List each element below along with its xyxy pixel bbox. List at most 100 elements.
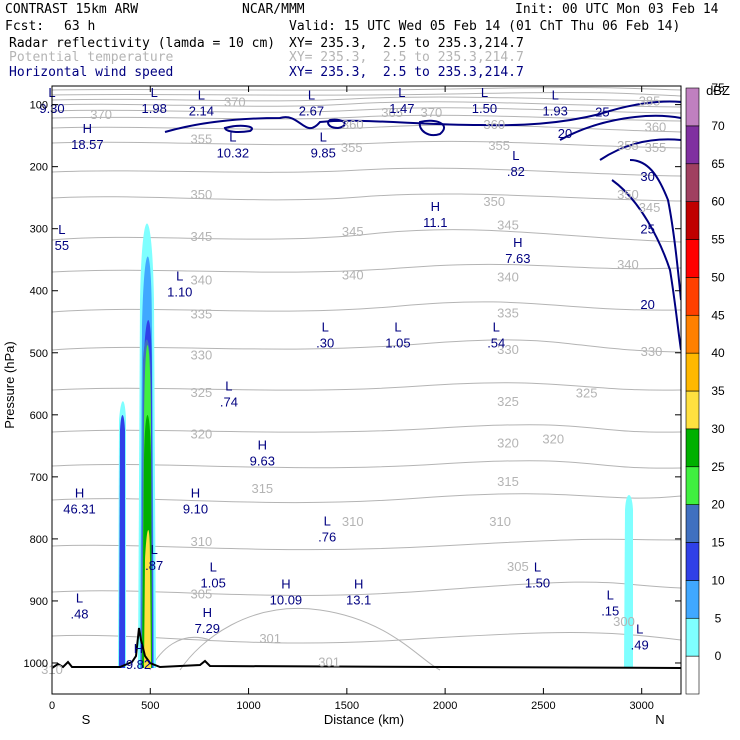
colorbar-level-label: 45 xyxy=(711,308,725,322)
extremum-type: H xyxy=(281,576,290,591)
colorbar-swatch xyxy=(685,428,700,468)
theta-contour-label: 355 xyxy=(488,138,510,153)
extremum-type: H xyxy=(431,199,440,214)
extremum-type: H xyxy=(203,605,212,620)
extremum-marker: L.30 xyxy=(316,319,334,350)
extremum-type: L xyxy=(398,85,405,100)
theta-contour-label: 305 xyxy=(191,586,213,601)
x-tick-label: 1000 xyxy=(236,700,260,712)
extremum-marker: L.76 xyxy=(318,514,336,545)
colorbar-swatch xyxy=(685,580,700,619)
colorbar-level-label: 25 xyxy=(711,460,725,474)
colorbar-swatch xyxy=(685,390,700,430)
x-tick-label: 500 xyxy=(141,700,159,712)
colorbar-level-label: 35 xyxy=(711,384,725,398)
extremum-value: 9.85 xyxy=(311,146,336,161)
extremum-marker: L1.50 xyxy=(472,85,497,116)
extremum-value: 1.50 xyxy=(472,101,497,116)
wind-contour-label: 20 xyxy=(640,297,654,312)
extremum-marker: L1.98 xyxy=(142,85,167,116)
y-tick-label: 400 xyxy=(30,286,48,298)
colorbar-swatch xyxy=(685,277,700,316)
extremum-value: 10.32 xyxy=(217,146,250,161)
field-reflectivity-xy: XY= 235.3, 2.5 to 235.3,214.7 xyxy=(289,36,524,51)
extremum-value: 1.05 xyxy=(201,576,226,591)
extremum-value: .82 xyxy=(507,164,525,179)
extremum-type: L xyxy=(324,514,331,529)
extremum-type: H xyxy=(513,235,522,250)
extremum-marker: H13.1 xyxy=(346,576,371,607)
extremum-marker: L2.14 xyxy=(189,87,214,118)
theta-contour-label: 385 xyxy=(639,93,661,108)
colorbar-swatch xyxy=(685,87,700,127)
field-reflectivity-name: Radar reflectivity (lamda = 10 cm) xyxy=(9,36,276,51)
theta-contour-label: 340 xyxy=(342,268,364,283)
extremum-value: 55 xyxy=(55,238,69,253)
theta-contour-label: 355 xyxy=(341,140,363,155)
extremum-value: .49 xyxy=(631,638,649,653)
colorbar-swatch xyxy=(685,314,700,354)
colorbar-swatch xyxy=(685,201,700,240)
colorbar-swatch xyxy=(685,163,700,202)
extremum-marker: L.49 xyxy=(631,622,649,653)
theta-contour-label: 301 xyxy=(318,655,340,670)
theta-contour-label: 310 xyxy=(489,514,511,529)
theta-contour-label: 320 xyxy=(497,436,519,451)
colorbar-level-label: 50 xyxy=(711,270,725,284)
wind-contour-label: 30 xyxy=(640,169,654,184)
extremum-type: L xyxy=(151,85,158,100)
extremum-type: L xyxy=(481,85,488,100)
extremum-type: H xyxy=(134,641,143,656)
theta-contour-label: 305 xyxy=(507,559,529,574)
theta-contour-label: 365 xyxy=(381,105,403,120)
colorbar-swatch xyxy=(685,352,700,392)
extremum-marker: H9.82 xyxy=(126,641,151,672)
theta-contour-label: 350 xyxy=(617,187,639,202)
x-tick-label: 0 xyxy=(49,700,55,712)
extremum-type: H xyxy=(75,486,84,501)
theta-contour-label: 345 xyxy=(497,217,519,232)
extremum-marker: L.54 xyxy=(487,319,505,350)
theta-contour-label: 360 xyxy=(483,117,505,132)
extremum-marker: H9.10 xyxy=(183,486,208,517)
colorbar-level-label: 30 xyxy=(711,422,725,436)
theta-contour-label: 335 xyxy=(497,305,519,320)
theta-contour-label: 345 xyxy=(342,224,364,239)
init-time: Init: 00 UTC Mon 03 Feb 14 xyxy=(515,2,719,17)
extremum-marker: L55 xyxy=(55,222,69,253)
extremum-marker: L1.50 xyxy=(525,560,550,591)
extremum-marker: L.15 xyxy=(601,587,619,618)
extremum-value: .48 xyxy=(70,607,88,622)
extremum-value: .15 xyxy=(601,603,619,618)
extremum-value: .54 xyxy=(487,335,505,350)
extremum-type: L xyxy=(636,622,643,637)
x-tick-label: 2000 xyxy=(433,700,457,712)
theta-contour-label: 320 xyxy=(191,426,213,441)
extremum-marker: L1.93 xyxy=(543,87,568,118)
extremum-value: 2.67 xyxy=(299,103,324,118)
wind-contour-label: 20 xyxy=(558,126,572,141)
theta-contour-label: 345 xyxy=(639,200,661,215)
colorbar-swatch xyxy=(685,504,700,543)
extremum-marker: L2.67 xyxy=(299,87,324,118)
extremum-type: L xyxy=(320,130,327,145)
y-tick-label: 600 xyxy=(30,410,48,422)
colorbar-level-label: 60 xyxy=(711,195,725,209)
extremum-marker: H18.57 xyxy=(71,121,104,152)
theta-contour-label: 340 xyxy=(617,257,639,272)
theta-contour-label: 330 xyxy=(191,348,213,363)
extremum-value: 11.1 xyxy=(423,215,447,230)
terrain-line xyxy=(52,627,681,669)
extremum-marker: H9.63 xyxy=(250,437,275,468)
extremum-value: 18.57 xyxy=(71,137,104,152)
theta-contour-label: 355 xyxy=(191,132,213,147)
colorbar-level-label: 75 xyxy=(711,81,725,95)
colorbar-level-label: 20 xyxy=(711,498,725,512)
plot-frame xyxy=(51,85,682,695)
x-endpoint-south: S xyxy=(82,712,91,727)
y-tick-label: 300 xyxy=(30,224,48,236)
colorbar-swatch xyxy=(685,239,700,278)
extremum-value: 9.63 xyxy=(250,453,275,468)
extremum-value: .30 xyxy=(316,335,334,350)
extremum-marker: H7.63 xyxy=(505,235,530,266)
